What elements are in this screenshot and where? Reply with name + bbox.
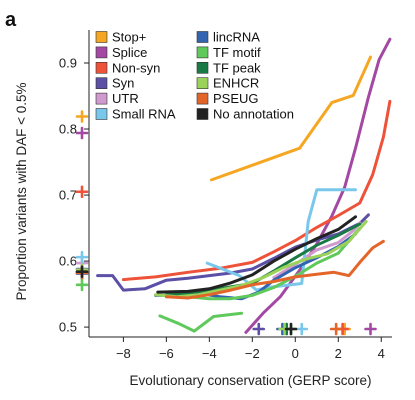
x-tick-label: 0 — [292, 346, 299, 361]
left-marker-small-rna — [75, 250, 89, 264]
legend-swatch — [196, 46, 209, 59]
left-marker-non-syn — [75, 185, 89, 199]
line-splice — [244, 37, 392, 334]
left-marker-stop — [75, 110, 89, 123]
legend-item-splice: Splice — [95, 45, 147, 60]
y-tick-label: 0.6 — [59, 254, 77, 269]
bottom-marker-small-rna — [295, 322, 309, 336]
legend-label: Non-syn — [112, 60, 160, 75]
legend-label: PSEUG — [213, 91, 259, 106]
legend-swatch — [95, 108, 108, 120]
axes: 0.5 0.6 0.7 0.8 0.9 −8 −6 −4 −2 0 2 4 — [59, 30, 392, 361]
line-no-annotation — [156, 215, 357, 294]
y-tick-label: 0.7 — [59, 188, 77, 203]
legend-label: Stop+ — [112, 30, 146, 45]
legend-swatch — [196, 92, 209, 105]
legend-item-tf-peak: TF peak — [196, 60, 261, 75]
legend-item-stop: Stop+ — [95, 30, 146, 45]
panel-label: a — [5, 9, 17, 31]
legend-label: lincRNA — [213, 30, 260, 45]
legend-item-tf-motif: TF motif — [196, 45, 261, 60]
x-tick-label: −6 — [159, 346, 174, 361]
legend-item-enhcr: ENHCR — [196, 76, 259, 91]
x-axis-title: Evolutionary conservation (GERP score) — [129, 373, 371, 388]
legend-label: Syn — [112, 76, 134, 91]
legend-swatch — [95, 92, 108, 105]
line-short-green-segment — [158, 311, 244, 333]
legend-label: TF peak — [213, 60, 261, 75]
legend-label: ENHCR — [213, 76, 259, 91]
line-utr — [272, 221, 362, 280]
legend-item-syn: Syn — [95, 76, 134, 91]
line-non-syn — [121, 99, 392, 282]
y-tick-label: 0.5 — [59, 320, 77, 335]
legend-swatch — [95, 46, 108, 59]
series-markers — [75, 110, 377, 336]
legend-label: TF motif — [213, 45, 261, 60]
legend-item-non-syn: Non-syn — [95, 60, 160, 75]
legend-item-pseug: PSEUG — [196, 91, 259, 106]
y-tick-label: 0.8 — [59, 122, 77, 137]
legend-swatch — [196, 61, 209, 74]
legend-swatch — [196, 31, 209, 43]
bottom-marker-syn — [252, 322, 266, 336]
line-pseug — [164, 239, 385, 300]
legend-swatch — [95, 61, 108, 74]
x-tick-label: −2 — [245, 346, 260, 361]
left-marker-splice — [75, 126, 89, 140]
x-tick-label: 4 — [378, 346, 385, 361]
left-marker-no-annotation — [75, 265, 89, 278]
bottom-marker-splice — [364, 322, 377, 336]
legend-label: Splice — [112, 45, 147, 60]
x-tick-label: −4 — [202, 346, 217, 361]
y-axis-title: Proportion variants with DAF < 0.5% — [14, 83, 29, 301]
legend-label: Small RNA — [112, 107, 176, 122]
line-enhcr — [154, 220, 368, 299]
legend-label: No annotation — [213, 107, 294, 122]
bottom-marker-no-annotation — [284, 322, 298, 336]
line-stop — [210, 55, 372, 182]
x-tick-label: 2 — [335, 346, 342, 361]
legend-swatch — [196, 77, 209, 89]
legend-swatch — [95, 31, 108, 43]
legend-swatch — [95, 77, 108, 89]
left-marker-tf-motif — [75, 278, 89, 292]
legend-item-lincrna: lincRNA — [196, 30, 260, 45]
legend-item-no-annotation: No annotation — [196, 107, 294, 122]
legend-swatch — [196, 108, 209, 120]
x-tick-label: −8 — [116, 346, 131, 361]
legend-label: UTR — [112, 91, 139, 106]
legend-item-utr: UTR — [95, 91, 139, 106]
series-lines — [96, 37, 392, 334]
y-tick-label: 0.9 — [59, 56, 77, 71]
legend-item-small-rna: Small RNA — [95, 107, 176, 122]
bottom-marker-pseug — [329, 322, 343, 336]
